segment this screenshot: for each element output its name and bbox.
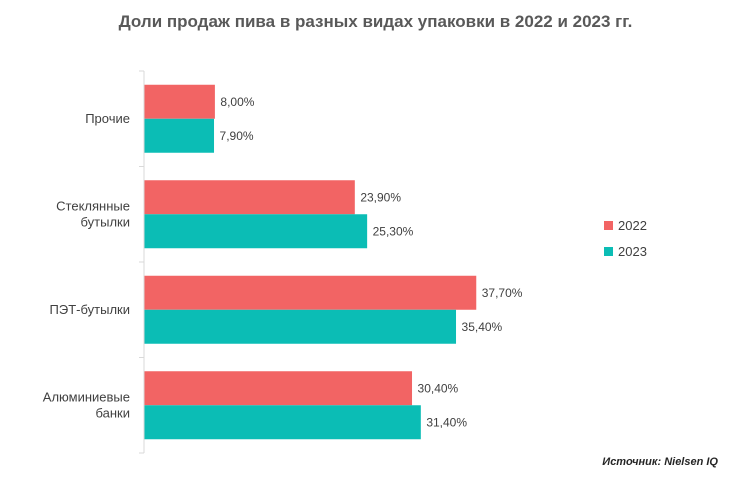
legend-swatch-2022 <box>604 221 613 230</box>
legend-swatch-2023 <box>604 247 613 256</box>
category-label: Стеклянные бутылки <box>56 198 130 229</box>
source-note: Источник: Nielsen IQ <box>602 456 718 468</box>
data-label: 31,40% <box>426 415 467 429</box>
chart-title: Доли продаж пива в разных видах упаковки… <box>118 12 633 31</box>
data-label: 37,70% <box>482 286 523 300</box>
legend-label: 2023 <box>618 244 647 259</box>
category-label: Прочие <box>85 111 130 126</box>
category-label: ПЭТ-бутылки <box>50 302 130 317</box>
data-label: 25,30% <box>373 224 414 238</box>
data-label: 30,40% <box>418 381 459 395</box>
bar-2023 <box>144 309 457 344</box>
category-label: Алюминиевые банки <box>43 389 130 420</box>
legend-label: 2022 <box>618 218 647 233</box>
data-label: 8,00% <box>220 95 254 109</box>
data-label: 7,90% <box>220 129 254 143</box>
bar-2023 <box>144 214 368 249</box>
bar-2023 <box>144 405 421 440</box>
bar-2022 <box>144 275 477 310</box>
data-label: 23,90% <box>360 190 401 204</box>
bar-2023 <box>144 118 215 153</box>
data-label: 35,40% <box>462 320 503 334</box>
bar-2022 <box>144 371 413 406</box>
bar-2022 <box>144 180 355 215</box>
bar-2022 <box>144 84 215 119</box>
